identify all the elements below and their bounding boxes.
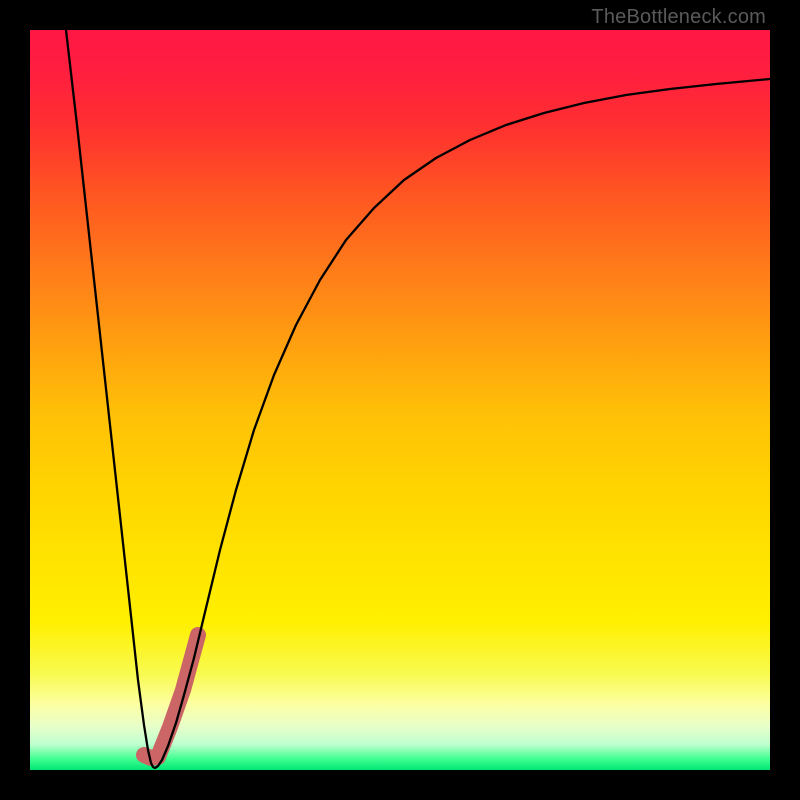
chart-svg <box>30 30 770 770</box>
chart-background <box>30 30 770 770</box>
watermark-text: TheBottleneck.com <box>591 6 766 29</box>
bottleneck-chart <box>30 30 770 770</box>
